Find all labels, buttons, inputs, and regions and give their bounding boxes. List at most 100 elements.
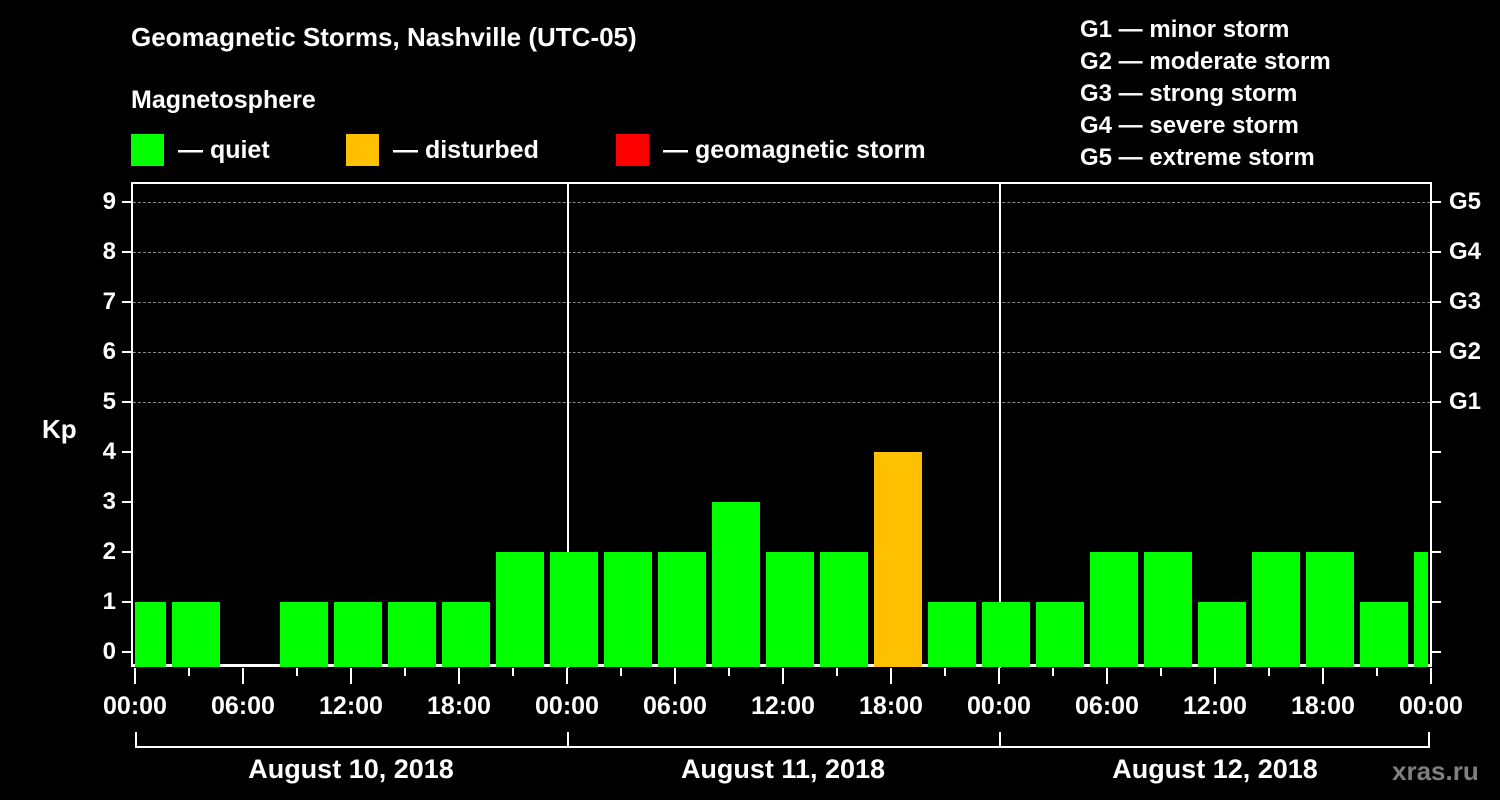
date-bracket-tick bbox=[135, 732, 137, 747]
kp-bar bbox=[712, 502, 760, 667]
x-tick-mark bbox=[458, 668, 460, 684]
kp-bar bbox=[135, 602, 166, 667]
x-minor-tick bbox=[944, 668, 946, 676]
x-minor-tick bbox=[836, 668, 838, 676]
kp-bar bbox=[604, 552, 652, 667]
right-tick-mark bbox=[1432, 451, 1441, 453]
x-tick-label: 06:00 bbox=[1075, 692, 1139, 720]
date-label: August 12, 2018 bbox=[1112, 754, 1318, 784]
x-tick-label: 00:00 bbox=[103, 692, 167, 720]
x-tick-mark bbox=[1214, 668, 1216, 684]
x-minor-tick bbox=[1268, 668, 1270, 676]
legend-quiet-label: — quiet bbox=[178, 135, 270, 164]
kp-bar bbox=[1414, 552, 1428, 667]
x-tick-mark bbox=[1322, 668, 1324, 684]
x-tick-mark bbox=[350, 668, 352, 684]
y-tick-label: 7 bbox=[102, 288, 116, 315]
y-tick-mark bbox=[122, 401, 131, 403]
x-tick-label: 12:00 bbox=[319, 692, 383, 720]
right-tick-mark bbox=[1432, 501, 1441, 503]
legend-quiet: — quiet bbox=[131, 134, 270, 166]
x-tick-mark bbox=[1430, 668, 1432, 684]
g-level-label: G3 bbox=[1449, 288, 1482, 315]
date-bracket bbox=[135, 746, 1430, 748]
x-minor-tick bbox=[1160, 668, 1162, 676]
x-tick-label: 18:00 bbox=[859, 692, 923, 720]
y-tick-mark bbox=[122, 251, 131, 253]
legend-storm-label: — geomagnetic storm bbox=[663, 135, 926, 164]
kp-bar bbox=[496, 552, 544, 667]
storm-swatch-icon bbox=[616, 134, 649, 166]
date-label: August 10, 2018 bbox=[248, 754, 454, 784]
g-level-label: G2 bbox=[1449, 338, 1482, 365]
legend-storm: — geomagnetic storm bbox=[616, 134, 926, 166]
kp-bar bbox=[1090, 552, 1138, 667]
y-axis-label: Kp bbox=[42, 414, 77, 444]
x-tick-label: 00:00 bbox=[1399, 692, 1463, 720]
kp-bar bbox=[874, 452, 922, 667]
date-label: August 11, 2018 bbox=[680, 754, 886, 784]
x-tick-mark bbox=[1106, 668, 1108, 684]
x-tick-label: 18:00 bbox=[427, 692, 491, 720]
y-tick-mark bbox=[122, 651, 131, 653]
watermark: xras.ru bbox=[1392, 756, 1479, 786]
x-minor-tick bbox=[188, 668, 190, 676]
kp-bar bbox=[766, 552, 814, 667]
y-tick-mark bbox=[122, 451, 131, 453]
kp-bar bbox=[982, 602, 1030, 667]
grid-line bbox=[133, 252, 1430, 253]
kp-bar bbox=[1360, 602, 1408, 667]
grid-line bbox=[133, 302, 1430, 303]
g-scale-item: G4 — severe storm bbox=[1080, 112, 1299, 139]
kp-bar bbox=[550, 552, 598, 667]
x-tick-label: 00:00 bbox=[967, 692, 1031, 720]
g-scale-item: G2 — moderate storm bbox=[1080, 48, 1331, 75]
kp-bar bbox=[388, 602, 436, 667]
y-tick-mark bbox=[122, 351, 131, 353]
g-scale-item: G3 — strong storm bbox=[1080, 80, 1298, 107]
day-separator bbox=[567, 182, 569, 668]
y-tick-label: 4 bbox=[102, 438, 116, 465]
kp-bar bbox=[1306, 552, 1354, 667]
x-tick-mark bbox=[674, 668, 676, 684]
y-tick-label: 6 bbox=[102, 338, 116, 365]
kp-bar bbox=[1144, 552, 1192, 667]
x-tick-label: 12:00 bbox=[1183, 692, 1247, 720]
y-tick-mark bbox=[122, 601, 131, 603]
grid-line bbox=[133, 402, 1430, 403]
g-level-label: G4 bbox=[1449, 238, 1482, 265]
legend-heading: Magnetosphere bbox=[131, 86, 316, 114]
right-tick-mark bbox=[1432, 351, 1441, 353]
kp-bar bbox=[820, 552, 868, 667]
right-tick-mark bbox=[1432, 251, 1441, 253]
grid-line bbox=[133, 352, 1430, 353]
g-scale-item: G5 — extreme storm bbox=[1080, 144, 1315, 171]
disturbed-swatch-icon bbox=[346, 134, 379, 166]
kp-bar bbox=[1198, 602, 1246, 667]
right-tick-mark bbox=[1432, 301, 1441, 303]
date-bracket-tick bbox=[567, 732, 569, 747]
x-tick-mark bbox=[566, 668, 568, 684]
g-scale-legend: G1 — minor storm G2 — moderate storm G3 … bbox=[1080, 14, 1331, 174]
y-tick-label: 8 bbox=[102, 238, 116, 265]
x-minor-tick bbox=[728, 668, 730, 676]
legend-disturbed-label: — disturbed bbox=[393, 135, 539, 164]
x-tick-mark bbox=[782, 668, 784, 684]
day-separator bbox=[999, 182, 1001, 668]
right-tick-mark bbox=[1432, 551, 1441, 553]
y-tick-label: 2 bbox=[102, 538, 116, 565]
x-minor-tick bbox=[1376, 668, 1378, 676]
date-bracket-tick bbox=[1428, 732, 1430, 747]
g-scale-item: G1 — minor storm bbox=[1080, 16, 1290, 43]
quiet-swatch-icon bbox=[131, 134, 164, 166]
x-tick-label: 00:00 bbox=[535, 692, 599, 720]
date-bracket-tick bbox=[999, 732, 1001, 747]
x-tick-mark bbox=[890, 668, 892, 684]
kp-bar bbox=[442, 602, 490, 667]
grid-line bbox=[133, 202, 1430, 203]
kp-bar bbox=[334, 602, 382, 667]
kp-bar bbox=[1036, 602, 1084, 667]
x-minor-tick bbox=[620, 668, 622, 676]
y-tick-label: 3 bbox=[102, 488, 116, 515]
x-minor-tick bbox=[404, 668, 406, 676]
